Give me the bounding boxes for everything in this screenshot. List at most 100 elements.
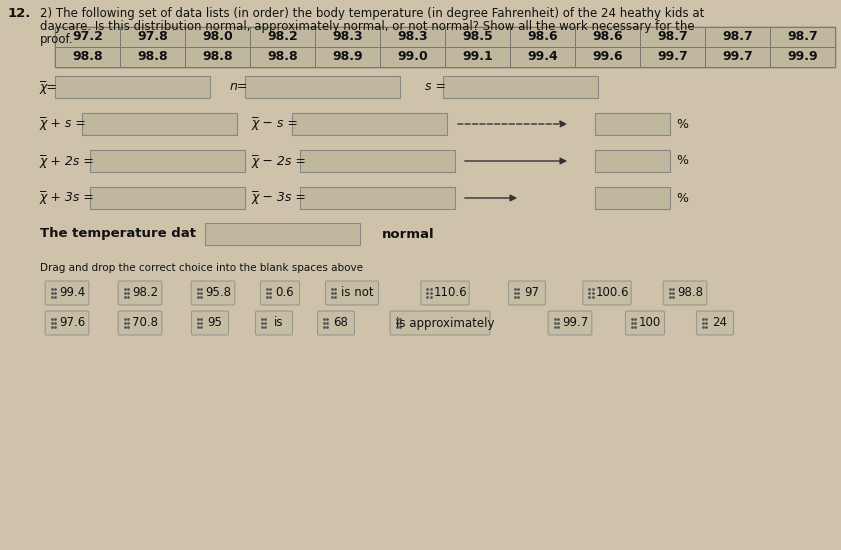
Text: daycare. Is this distribution normal, approximately normal, or not normal? Show : daycare. Is this distribution normal, ap… bbox=[40, 20, 695, 33]
Text: 98.3: 98.3 bbox=[397, 30, 428, 43]
Text: 97.8: 97.8 bbox=[137, 30, 168, 43]
Text: 12.: 12. bbox=[8, 7, 31, 20]
Bar bbox=[510, 27, 575, 47]
Text: χ̅ − 3s =: χ̅ − 3s = bbox=[252, 191, 307, 205]
Bar bbox=[55, 27, 835, 67]
Text: %: % bbox=[676, 155, 688, 168]
FancyBboxPatch shape bbox=[192, 311, 229, 335]
Text: 110.6: 110.6 bbox=[433, 287, 467, 300]
Text: 0.6: 0.6 bbox=[276, 287, 294, 300]
Bar bbox=[82, 113, 237, 135]
Text: χ̅ + s =: χ̅ + s = bbox=[40, 118, 87, 130]
Text: 99.7: 99.7 bbox=[562, 316, 588, 329]
FancyBboxPatch shape bbox=[191, 281, 235, 305]
Text: χ̅ − s =: χ̅ − s = bbox=[252, 118, 299, 130]
Bar bbox=[445, 27, 510, 47]
Text: 98.7: 98.7 bbox=[722, 30, 753, 43]
Bar bbox=[300, 150, 455, 172]
FancyBboxPatch shape bbox=[664, 281, 706, 305]
Bar bbox=[575, 47, 640, 67]
FancyBboxPatch shape bbox=[118, 311, 161, 335]
Text: 98.8: 98.8 bbox=[137, 51, 168, 63]
FancyBboxPatch shape bbox=[626, 311, 664, 335]
FancyBboxPatch shape bbox=[261, 281, 299, 305]
Text: 99.1: 99.1 bbox=[462, 51, 493, 63]
FancyBboxPatch shape bbox=[325, 281, 378, 305]
Bar bbox=[595, 113, 670, 135]
Bar bbox=[300, 187, 455, 209]
Text: The temperature dat: The temperature dat bbox=[40, 228, 196, 240]
Bar bbox=[55, 47, 120, 67]
Text: 99.7: 99.7 bbox=[657, 51, 688, 63]
Bar bbox=[315, 47, 380, 67]
Text: n=: n= bbox=[230, 80, 248, 94]
Text: 97.6: 97.6 bbox=[59, 316, 85, 329]
Text: 99.4: 99.4 bbox=[527, 51, 558, 63]
Text: 24: 24 bbox=[712, 316, 727, 329]
Bar bbox=[770, 27, 835, 47]
Text: 98.5: 98.5 bbox=[462, 30, 493, 43]
Text: 68: 68 bbox=[334, 316, 348, 329]
Text: 99.4: 99.4 bbox=[59, 287, 85, 300]
Bar bbox=[120, 47, 185, 67]
Bar bbox=[292, 113, 447, 135]
FancyBboxPatch shape bbox=[45, 311, 89, 335]
Text: 70.8: 70.8 bbox=[132, 316, 158, 329]
Text: 98.8: 98.8 bbox=[72, 51, 103, 63]
Bar bbox=[443, 76, 598, 98]
Bar bbox=[640, 47, 705, 67]
Bar bbox=[575, 27, 640, 47]
Text: %: % bbox=[676, 191, 688, 205]
Bar bbox=[90, 150, 245, 172]
Bar bbox=[185, 47, 250, 67]
Text: 98.9: 98.9 bbox=[332, 51, 362, 63]
Text: 98.7: 98.7 bbox=[657, 30, 688, 43]
Text: 2) The following set of data lists (in order) the body temperature (in degree Fa: 2) The following set of data lists (in o… bbox=[40, 7, 705, 20]
Text: 100: 100 bbox=[639, 316, 661, 329]
Text: s =: s = bbox=[425, 80, 446, 94]
Text: 98.2: 98.2 bbox=[132, 287, 158, 300]
Text: 98.7: 98.7 bbox=[787, 30, 818, 43]
Bar bbox=[380, 47, 445, 67]
Text: 100.6: 100.6 bbox=[595, 287, 629, 300]
Bar bbox=[250, 47, 315, 67]
Bar bbox=[250, 27, 315, 47]
Text: χ̅=: χ̅= bbox=[40, 80, 58, 94]
FancyBboxPatch shape bbox=[45, 281, 89, 305]
Bar bbox=[185, 27, 250, 47]
Text: 98.3: 98.3 bbox=[332, 30, 362, 43]
Text: 99.0: 99.0 bbox=[397, 51, 428, 63]
Text: χ̅ − 2s =: χ̅ − 2s = bbox=[252, 155, 307, 168]
Text: χ̅ + 3s =: χ̅ + 3s = bbox=[40, 191, 95, 205]
Text: is not: is not bbox=[341, 287, 373, 300]
FancyBboxPatch shape bbox=[118, 281, 161, 305]
Bar bbox=[595, 187, 670, 209]
Text: 98.2: 98.2 bbox=[267, 30, 298, 43]
Bar bbox=[90, 187, 245, 209]
Bar bbox=[510, 47, 575, 67]
Bar bbox=[445, 47, 510, 67]
Text: Drag and drop the correct choice into the blank spaces above: Drag and drop the correct choice into th… bbox=[40, 263, 363, 273]
Text: 98.8: 98.8 bbox=[202, 51, 233, 63]
Bar bbox=[205, 223, 360, 245]
FancyBboxPatch shape bbox=[583, 281, 632, 305]
Text: 98.0: 98.0 bbox=[202, 30, 233, 43]
Bar bbox=[380, 27, 445, 47]
Bar bbox=[55, 27, 120, 47]
Text: χ̅ + 2s =: χ̅ + 2s = bbox=[40, 155, 95, 168]
FancyBboxPatch shape bbox=[696, 311, 733, 335]
Text: 99.6: 99.6 bbox=[592, 51, 623, 63]
Text: is: is bbox=[274, 316, 283, 329]
FancyBboxPatch shape bbox=[509, 281, 546, 305]
Text: 98.6: 98.6 bbox=[527, 30, 558, 43]
FancyBboxPatch shape bbox=[420, 281, 469, 305]
Text: 99.7: 99.7 bbox=[722, 51, 753, 63]
Bar bbox=[705, 47, 770, 67]
Text: is approximately: is approximately bbox=[396, 316, 495, 329]
Text: proof.: proof. bbox=[40, 33, 73, 46]
Bar bbox=[55, 76, 210, 98]
Text: 97: 97 bbox=[525, 287, 539, 300]
Text: 98.6: 98.6 bbox=[592, 30, 623, 43]
Text: normal: normal bbox=[382, 228, 435, 240]
Bar bbox=[705, 27, 770, 47]
